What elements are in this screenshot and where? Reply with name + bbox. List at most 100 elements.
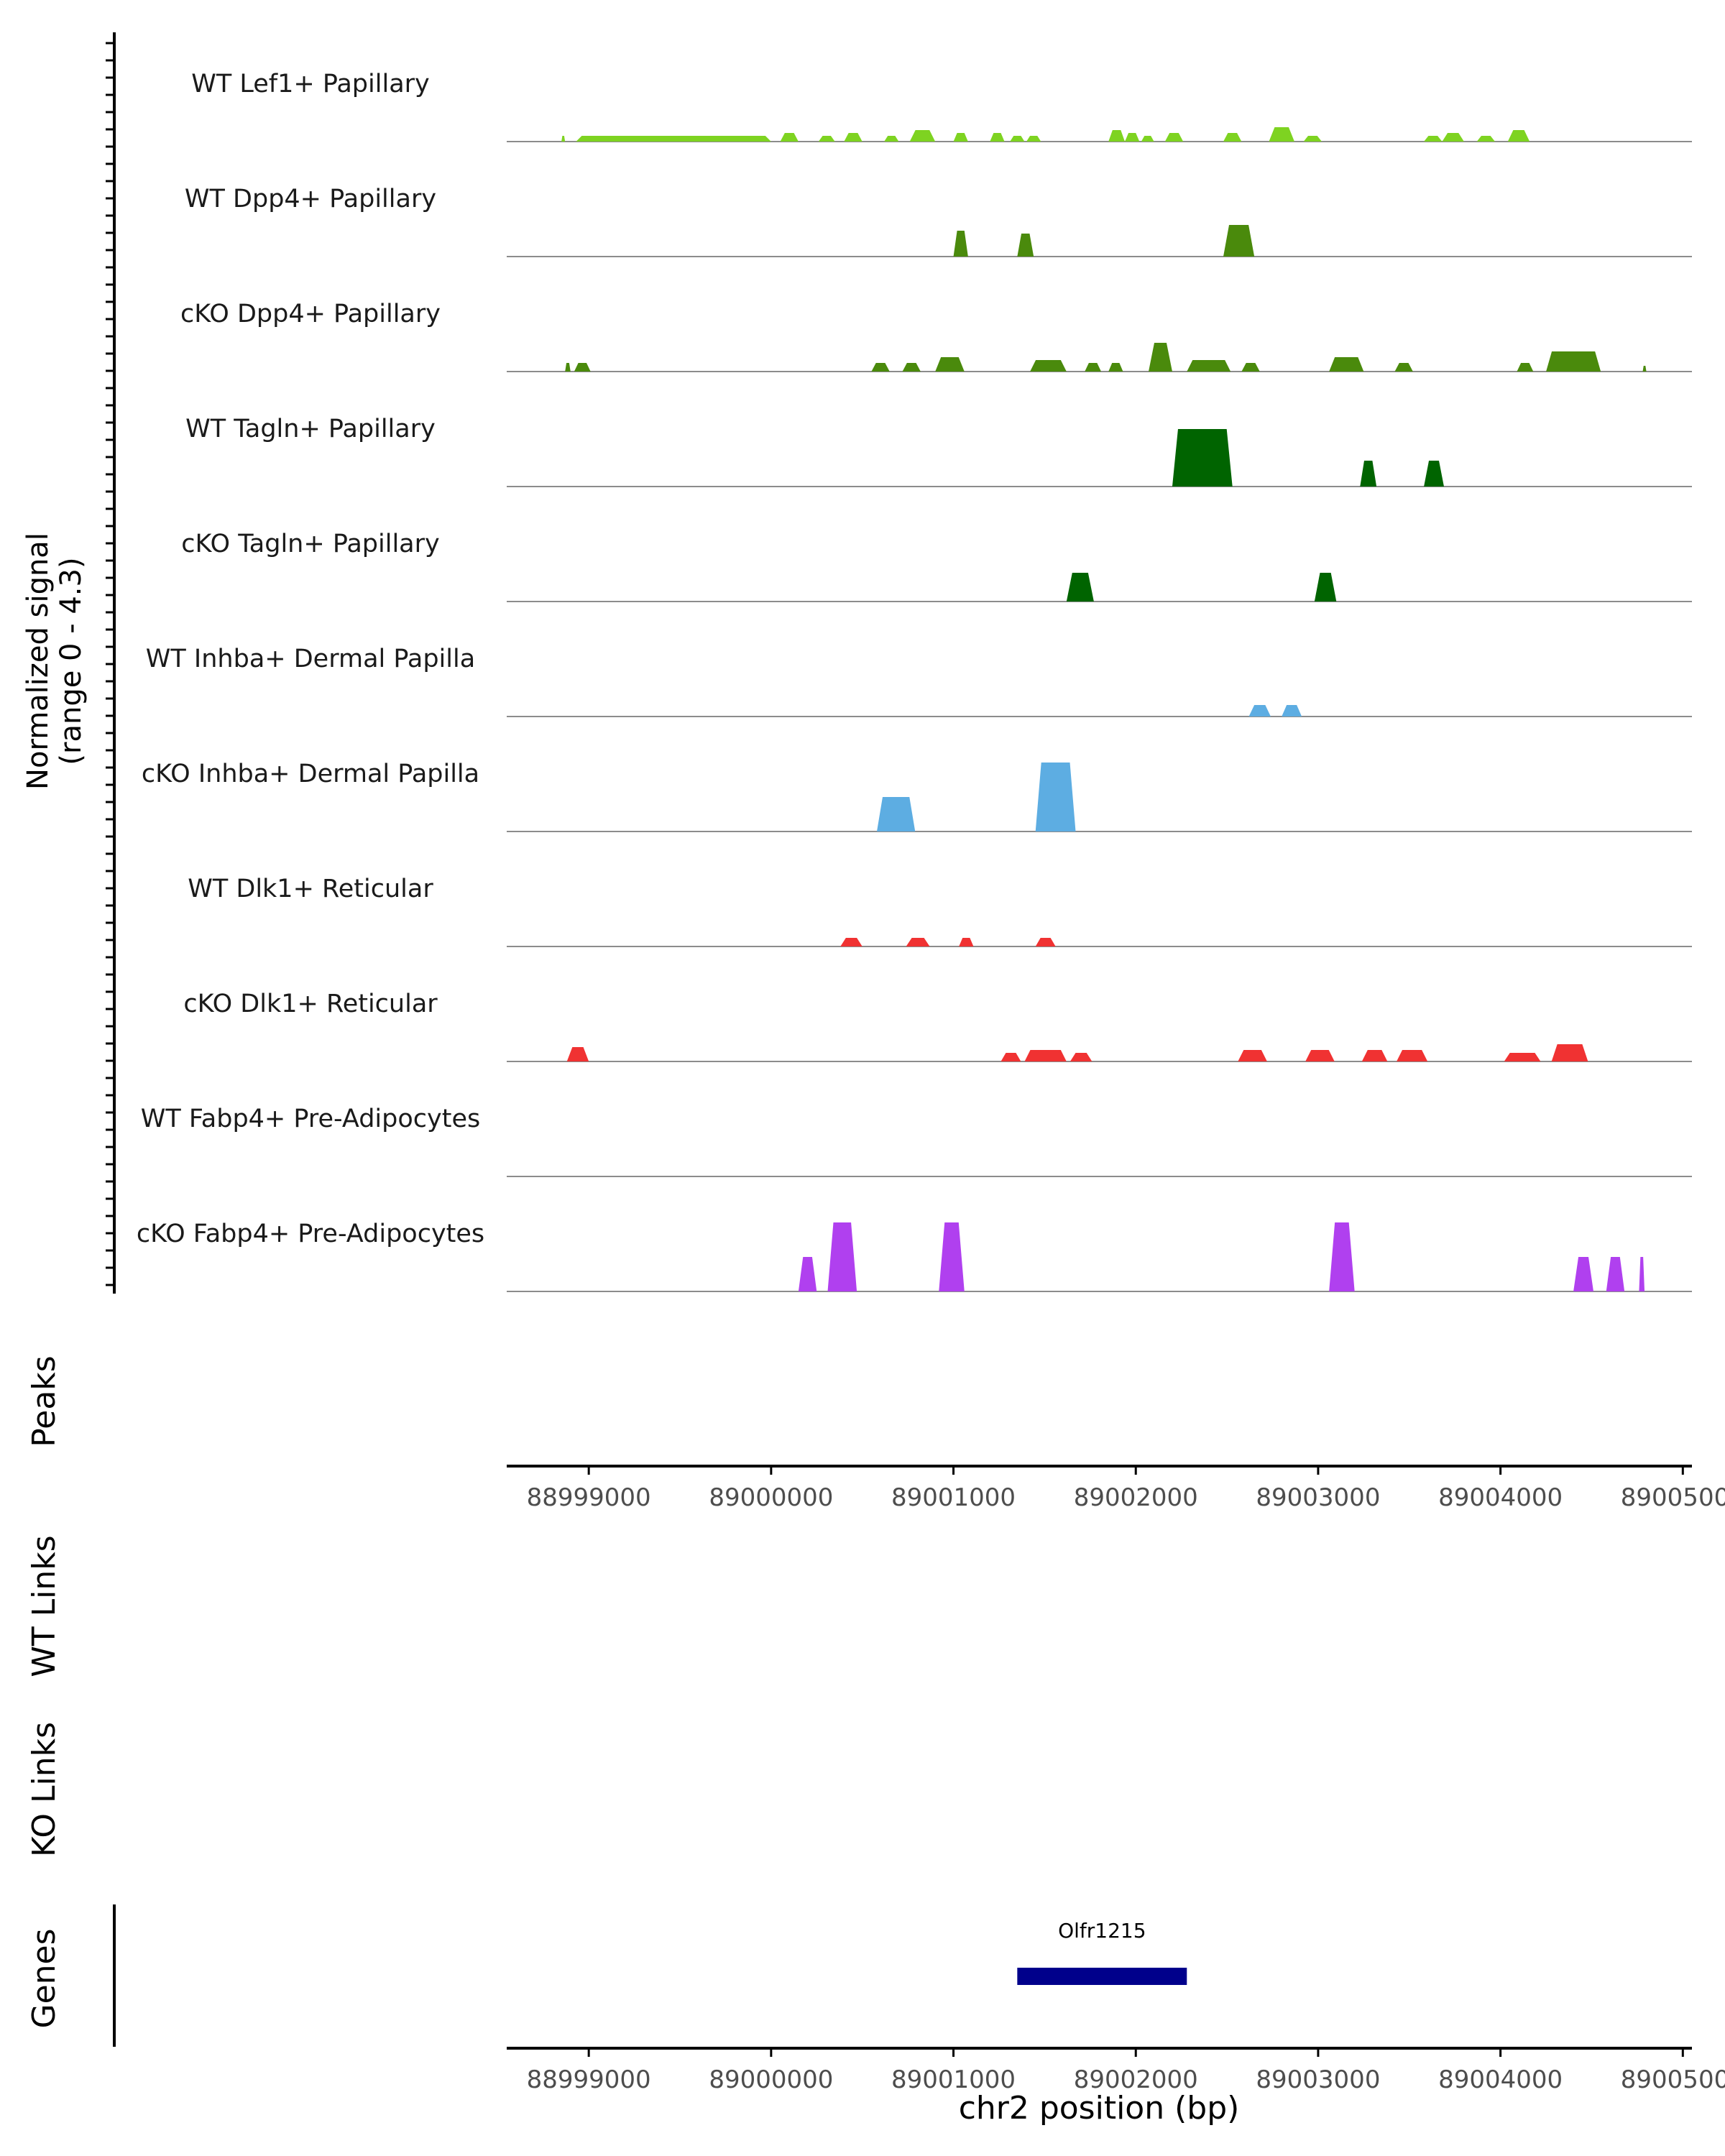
coverage-peak <box>1125 133 1140 142</box>
coverage-peak <box>1361 1050 1388 1061</box>
coverage-peak <box>1546 351 1601 372</box>
x-tick-label: 88999000 <box>527 1483 651 1512</box>
coverage-peak <box>1424 136 1443 142</box>
coverage-peak <box>1187 360 1231 372</box>
coverage-peak <box>1238 1050 1267 1061</box>
track-label: cKO Dpp4+ Papillary <box>180 300 441 328</box>
coverage-peak <box>939 1222 965 1291</box>
coverage-peak <box>565 363 571 372</box>
coverage-peak <box>1282 705 1302 717</box>
coverage-peak <box>1504 1053 1541 1061</box>
signal-axis-title-line2: (range 0 - 4.3) <box>55 557 88 765</box>
coverage-peak <box>1329 357 1364 372</box>
coverage-peak <box>840 938 862 946</box>
coverage-peak <box>990 133 1005 142</box>
signal-axis-title: Normalized signal (range 0 - 4.3) <box>22 533 88 790</box>
coverage-peak <box>1424 461 1444 487</box>
track-3: WT Tagln+ Papillary <box>185 415 1692 487</box>
coverage-peak <box>1108 130 1126 142</box>
track-label: cKO Dlk1+ Reticular <box>183 990 438 1018</box>
coverage-peak <box>1639 1257 1645 1291</box>
coverage-peak <box>1223 133 1242 142</box>
genes-label: Genes <box>26 1928 63 2028</box>
x-tick-label: 89005000 <box>1621 1483 1725 1512</box>
coverage-peak <box>871 363 890 372</box>
coverage-peak <box>1303 136 1322 142</box>
track-label: WT Dpp4+ Papillary <box>185 185 436 213</box>
signal-axis-title-line1: Normalized signal <box>22 533 55 790</box>
coverage-peak <box>561 136 566 142</box>
coverage-peak <box>953 133 968 142</box>
track-label: WT Dlk1+ Reticular <box>188 875 433 903</box>
track-label: cKO Inhba+ Dermal Papilla <box>142 760 479 788</box>
coverage-peak <box>902 363 921 372</box>
coverage-peak <box>1141 136 1154 142</box>
coverage-peak <box>1517 363 1534 372</box>
track-6: cKO Inhba+ Dermal Papilla <box>142 760 1692 832</box>
track-label: WT Tagln+ Papillary <box>185 415 436 443</box>
coverage-peak <box>906 938 930 946</box>
coverage-peak <box>1172 429 1233 487</box>
x-tick-label: 89001000 <box>891 2065 1016 2094</box>
coverage-peak <box>1000 1053 1021 1061</box>
coverage-peak <box>1269 127 1294 142</box>
coverage-peak <box>818 136 835 142</box>
x-axis-bottom: 88999000 89000000 89001000 89002000 89003000… <box>527 2048 1725 2094</box>
gene-track: Olfr1215 <box>1017 1919 1187 1985</box>
ko-links-label: KO Links <box>26 1722 63 1857</box>
coverage-peak <box>1024 1050 1067 1061</box>
x-axis-top: 88999000 89000000 89001000 89002000 89003000… <box>527 1466 1725 1512</box>
coverage-peak <box>1148 343 1172 372</box>
x-tick-label: 88999000 <box>527 2065 651 2094</box>
coverage-peak <box>1476 136 1496 142</box>
x-axis-title: chr2 position (bp) <box>959 2090 1240 2127</box>
coverage-peak <box>1035 938 1056 946</box>
track-7: WT Dlk1+ Reticular <box>188 875 1692 947</box>
coverage-peak <box>798 1257 817 1291</box>
track-0: WT Lef1+ Papillary <box>191 70 1692 142</box>
track-label: cKO Tagln+ Papillary <box>181 530 440 558</box>
coverage-peak <box>1030 360 1067 372</box>
coverage-peak <box>1066 573 1094 602</box>
coverage-peak <box>876 797 916 831</box>
coverage-peak <box>959 938 974 946</box>
x-tick-label: 89004000 <box>1438 2065 1563 2094</box>
track-8: cKO Dlk1+ Reticular <box>183 990 1692 1062</box>
coverage-peak <box>1442 133 1464 142</box>
gene-body <box>1017 1968 1187 1985</box>
x-tick-label: 89003000 <box>1256 2065 1380 2094</box>
track-10: cKO Fabp4+ Pre-Adipocytes <box>137 1220 1692 1292</box>
coverage-peak <box>1394 363 1413 372</box>
track-4: cKO Tagln+ Papillary <box>181 530 1692 602</box>
coverage-peak <box>566 1047 589 1061</box>
track-1: WT Dpp4+ Papillary <box>185 185 1692 257</box>
track-5: WT Inhba+ Dermal Papilla <box>146 645 1692 717</box>
x-tick-label: 89002000 <box>1074 1483 1198 1512</box>
signal-axis-ticks <box>106 42 114 1286</box>
coverage-peak <box>1108 363 1123 372</box>
gene-label: Olfr1215 <box>1058 1919 1146 1943</box>
coverage-peak <box>1164 133 1184 142</box>
track-label: WT Inhba+ Dermal Papilla <box>146 645 475 673</box>
coverage-peak <box>1305 1050 1335 1061</box>
track-9: WT Fabp4+ Pre-Adipocytes <box>141 1105 1692 1177</box>
coverage-peak <box>935 357 965 372</box>
x-tick-label: 89000000 <box>709 1483 833 1512</box>
coverage-peak <box>1017 234 1034 257</box>
coverage-peak <box>1248 705 1271 717</box>
coverage-peak <box>1397 1050 1428 1061</box>
coverage-peak <box>1606 1257 1625 1291</box>
x-tick-label: 89002000 <box>1074 2065 1198 2094</box>
coverage-peak <box>953 231 968 257</box>
peaks-label: Peaks <box>26 1355 63 1447</box>
track-label: WT Fabp4+ Pre-Adipocytes <box>141 1105 480 1133</box>
track-label: cKO Fabp4+ Pre-Adipocytes <box>137 1220 484 1248</box>
coverage-peak <box>1035 763 1076 831</box>
coverage-peak <box>574 363 591 372</box>
coverage-peak <box>1241 363 1260 372</box>
wt-links-label: WT Links <box>26 1535 63 1677</box>
coverage-peak <box>1360 461 1377 487</box>
coverage-peak <box>1507 130 1530 142</box>
coverage-peak <box>1223 225 1255 257</box>
